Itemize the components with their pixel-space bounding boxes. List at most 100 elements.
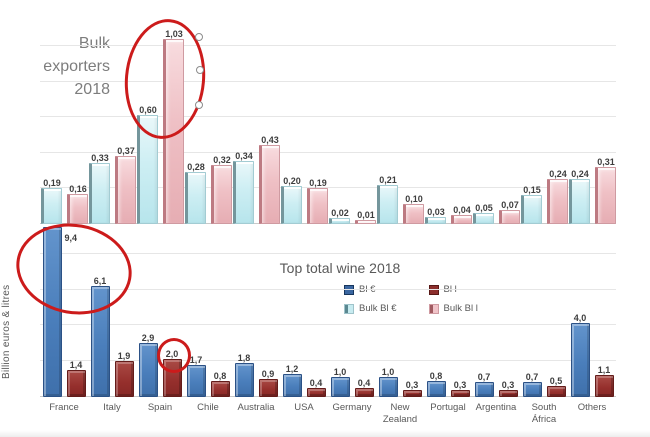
bar-value-label: 6,1 xyxy=(93,275,107,286)
category-group-italy: 0,33 0,37 xyxy=(88,18,136,224)
x-axis-label-new-zealand: New Zealand xyxy=(382,402,418,425)
category-group-new-zealand: 1,0 0,3 New Zealand xyxy=(376,228,424,425)
bar-value-label: 0,37 xyxy=(117,146,135,157)
x-axis-label-australia: Australia xyxy=(237,402,275,413)
bulk-exporters-plot-area: 0,19 0,16 0,33 0,37 0,60 1,03 0,28 0,32 0,34 0,43… xyxy=(40,18,616,224)
bar-bl-new-zealand: 1,0 xyxy=(378,367,398,397)
bar-value-label: 2,9 xyxy=(141,333,155,344)
x-axis-label-chile: Chile xyxy=(197,402,219,413)
bar-bulk-bl-france: 0,19 xyxy=(40,178,62,224)
bar-groups: 9,4 1,4 France 6,1 1,9 Italy 2,9 2,0 Spain 1,7 0,8… xyxy=(40,226,616,425)
bar-bulk-bl-l-south-frica: 0,24 xyxy=(546,169,568,224)
x-axis-label-germany: Germany xyxy=(332,402,372,413)
bar-bl-australia: 1,8 xyxy=(234,353,254,397)
bar-value-label: 1,9 xyxy=(117,351,131,361)
x-axis-line xyxy=(40,396,616,397)
gridline xyxy=(40,288,616,290)
bar-bl-l-italy: 1,9 xyxy=(114,351,134,397)
total-wine-plot-area: 9,4 1,4 France 6,1 1,9 Italy 2,9 2,0 Spain 1,7 0,8… xyxy=(40,226,616,425)
bar-value-label: 0,19 xyxy=(43,178,61,189)
bar-value-label: 4,0 xyxy=(573,313,587,324)
bar-bl-l-south-frica: 0,5 xyxy=(546,376,566,397)
bar-value-label: 0,10 xyxy=(405,194,423,205)
bar-value-label: 0,8 xyxy=(213,370,227,381)
bar-value-label: 0,7 xyxy=(525,372,539,383)
selection-handle-icon[interactable] xyxy=(195,101,203,109)
bar-value-label: 0,60 xyxy=(139,105,157,116)
category-group-chile: 1,7 0,8 Chile xyxy=(184,228,232,413)
category-group-south-frica: 0,7 0,5 South África xyxy=(520,228,568,425)
bar-bulk-bl-l-france: 0,16 xyxy=(66,184,88,224)
bar-value-label: 9,4 xyxy=(64,232,78,243)
legend-item-bulk-bl: Bulk Bl € xyxy=(344,303,397,314)
bar-value-label: 0,15 xyxy=(523,185,541,196)
bar-value-label: 0,04 xyxy=(453,204,471,215)
bar-bl-l-australia: 0,9 xyxy=(258,369,278,397)
bar-bulk-bl-germany: 0,02 xyxy=(328,208,350,224)
selection-handle-icon[interactable] xyxy=(196,66,204,74)
category-group-new-zealand: 0,21 0,10 xyxy=(376,18,424,224)
category-group-others: 4,0 1,1 Others xyxy=(568,228,616,413)
bar-bl-l-new-zealand: 0,3 xyxy=(402,380,422,397)
bar-bulk-bl-spain: 0,60 xyxy=(136,105,158,224)
gridline xyxy=(40,360,616,362)
category-group-usa: 0,20 0,19 xyxy=(280,18,328,224)
category-group-france: 9,4 1,4 France xyxy=(40,226,88,413)
bar-bulk-bl-l-chile: 0,32 xyxy=(210,155,232,224)
bar-bl-italy: 6,1 xyxy=(90,276,110,397)
x-axis-label-argentina: Argentina xyxy=(475,402,517,413)
category-group-argentina: 0,7 0,3 Argentina xyxy=(472,228,520,413)
legend-marker-icon xyxy=(428,303,439,314)
category-group-south-frica: 0,15 0,24 xyxy=(520,18,568,224)
bar-value-label: 0,4 xyxy=(357,377,371,388)
image-edge-artifact xyxy=(0,430,650,437)
bar-value-label: 0,4 xyxy=(309,377,323,388)
gridline xyxy=(40,116,616,118)
selection-handle-icon[interactable] xyxy=(195,33,203,41)
bar-bulk-bl-portugal: 0,03 xyxy=(424,207,446,224)
bar-value-label: 1,7 xyxy=(189,354,203,365)
bar-bl-l-argentina: 0,3 xyxy=(498,380,518,397)
bar-bulk-bl-l-new-zealand: 0,10 xyxy=(402,194,424,224)
bar-bulk-bl-l-germany: 0,01 xyxy=(354,210,376,224)
bar-bulk-bl-l-argentina: 0,07 xyxy=(498,200,520,224)
bar-value-label: 0,03 xyxy=(427,206,445,217)
bar-value-label: 0,28 xyxy=(187,162,205,173)
gridline xyxy=(40,252,616,254)
bar-value-label: 0,8 xyxy=(429,370,443,381)
category-group-spain: 0,60 1,03 xyxy=(136,18,184,224)
category-group-chile: 0,28 0,32 xyxy=(184,18,232,224)
x-axis-label-italy: Italy xyxy=(103,402,121,413)
bar-value-label: 0,3 xyxy=(405,379,419,390)
bar-bulk-bl-argentina: 0,05 xyxy=(472,203,494,224)
bar-value-label: 0,07 xyxy=(501,199,519,210)
bulk-chart-title: Bulk exporters 2018 xyxy=(43,35,110,99)
bar-bulk-bl-l-others: 0,31 xyxy=(594,157,616,224)
bar-value-label: 0,16 xyxy=(69,183,87,194)
category-group-usa: 1,2 0,4 USA xyxy=(280,228,328,413)
bar-bulk-bl-chile: 0,28 xyxy=(184,162,206,224)
bar-value-label: 0,5 xyxy=(549,376,563,387)
category-group-germany: 1,0 0,4 Germany xyxy=(328,228,376,413)
bar-value-label: 0,20 xyxy=(283,176,301,187)
x-axis-label-south-frica: South África xyxy=(531,402,557,425)
bar-value-label: 0,43 xyxy=(261,135,279,146)
bar-value-label: 1,8 xyxy=(237,352,251,363)
category-group-australia: 0,34 0,43 xyxy=(232,18,280,224)
bar-bl-france: 9,4 xyxy=(42,226,77,397)
annotation-circle-spain-value[interactable] xyxy=(157,338,191,373)
bar-bl-usa: 1,2 xyxy=(282,364,302,397)
bar-groups: 0,19 0,16 0,33 0,37 0,60 1,03 0,28 0,32 0,34 0,43… xyxy=(40,18,616,224)
gridline xyxy=(40,45,616,46)
bar-value-label: 0,24 xyxy=(549,169,567,180)
bar-value-label: 0,33 xyxy=(91,153,109,164)
legend-marker-icon xyxy=(344,303,354,314)
bar-bulk-bl-usa: 0,20 xyxy=(280,176,302,224)
bar-bulk-bl-l-portugal: 0,04 xyxy=(450,205,472,224)
bar-bulk-bl-l-spain: 1,03 xyxy=(162,29,184,224)
bar-value-label: 0,9 xyxy=(261,368,275,379)
legend-item-bulk-bl-l: Bulk Bl l xyxy=(428,303,478,314)
bar-bl-l-others: 1,1 xyxy=(594,365,614,397)
bar-bl-others: 4,0 xyxy=(570,313,590,397)
x-axis-line xyxy=(40,223,616,224)
